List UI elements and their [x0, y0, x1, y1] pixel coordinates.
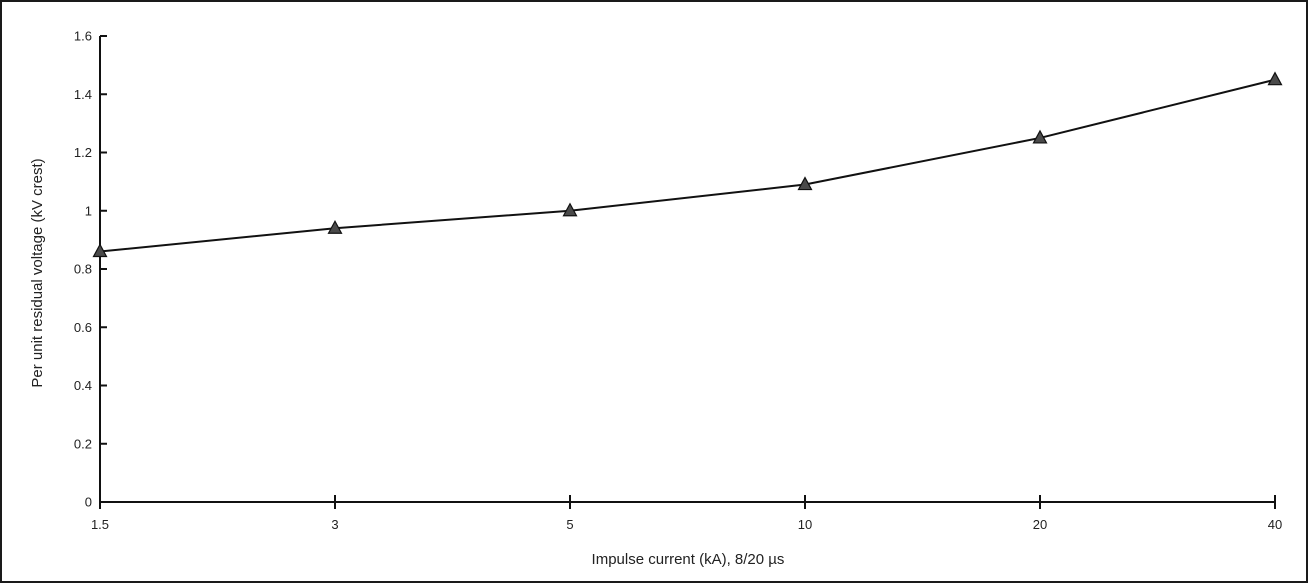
x-ticks: 1.5 3 5 10 20 40	[91, 495, 1282, 532]
y-tick-label: 1.2	[74, 145, 92, 160]
x-tick-label: 5	[566, 517, 573, 532]
y-tick-label: 0.6	[74, 320, 92, 335]
data-point-marker	[797, 176, 813, 191]
series-line	[99, 78, 1276, 253]
data-point-marker	[92, 243, 108, 258]
x-axis-title: Impulse current (kA), 8/20 µs	[592, 551, 785, 568]
y-tick-label: 0.2	[74, 436, 92, 451]
y-tick-label: 0.8	[74, 262, 92, 277]
data-point-marker	[1267, 71, 1283, 86]
y-tick-label: 1.6	[74, 29, 92, 44]
y-axis-title: Per unit residual voltage (kV crest)	[29, 158, 46, 387]
data-point-marker	[1032, 129, 1048, 144]
y-ticks: 0 0.2 0.4 0.6 0.8 1 1.2 1.4 1.6	[74, 29, 107, 510]
series-group	[92, 71, 1283, 258]
y-tick-label: 0	[85, 495, 92, 510]
y-tick-label: 1	[85, 203, 92, 218]
data-point-marker	[327, 219, 343, 234]
data-point-marker	[562, 202, 578, 217]
y-tick-label: 1.4	[74, 87, 92, 102]
axes	[99, 36, 1275, 503]
x-tick-label: 3	[331, 517, 338, 532]
x-tick-label: 40	[1268, 517, 1282, 532]
x-tick-label: 20	[1033, 517, 1047, 532]
x-tick-label: 1.5	[91, 517, 109, 532]
x-tick-label: 10	[798, 517, 812, 532]
y-tick-label: 0.4	[74, 378, 92, 393]
